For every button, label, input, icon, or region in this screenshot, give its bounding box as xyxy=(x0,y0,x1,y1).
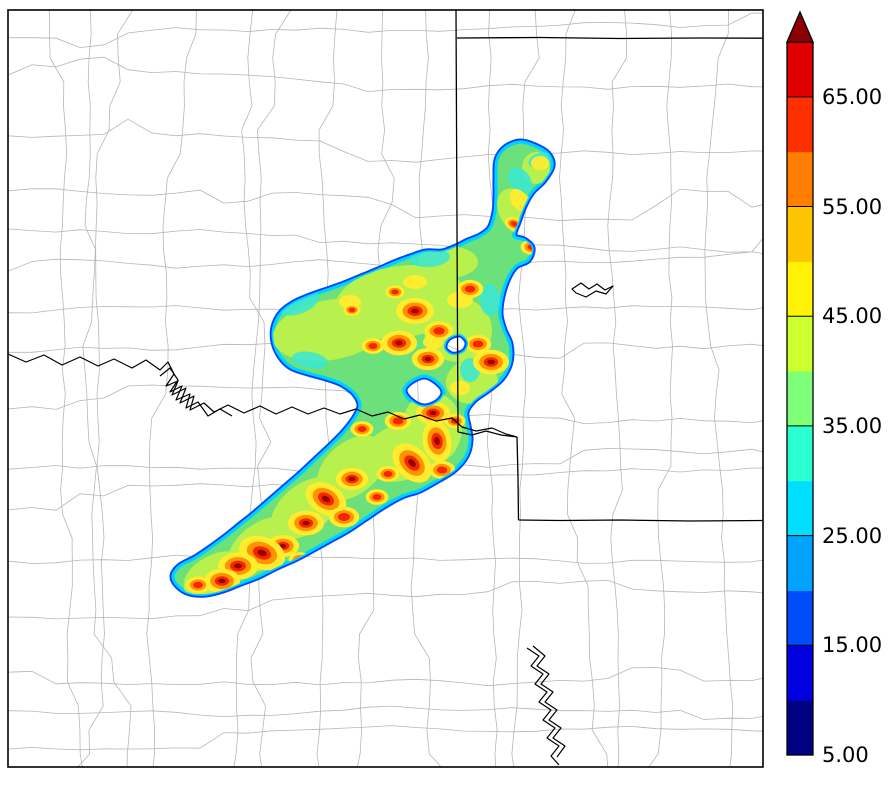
colorbar-tick-labels: 65.00 55.00 45.00 35.00 25.00 15.00 5.00 xyxy=(822,85,882,767)
colorbar-tick-label: 5.00 xyxy=(822,743,869,767)
colorbar-tick-label: 65.00 xyxy=(822,85,882,109)
rivers xyxy=(8,282,614,766)
contour-field xyxy=(169,138,556,598)
plot-border xyxy=(7,9,764,768)
colorbar-tick-label: 55.00 xyxy=(822,195,882,219)
colorbar-tick-label: 45.00 xyxy=(822,304,882,328)
colorbar-tick-label: 25.00 xyxy=(822,524,882,548)
state-borders xyxy=(455,10,763,522)
lake xyxy=(571,282,614,298)
colorbar-tick-label: 15.00 xyxy=(822,633,882,657)
colorbar-tick-label: 35.00 xyxy=(822,414,882,438)
colorbar xyxy=(786,10,814,756)
colorbar-over-arrow xyxy=(786,10,814,43)
map-plot xyxy=(7,9,764,768)
